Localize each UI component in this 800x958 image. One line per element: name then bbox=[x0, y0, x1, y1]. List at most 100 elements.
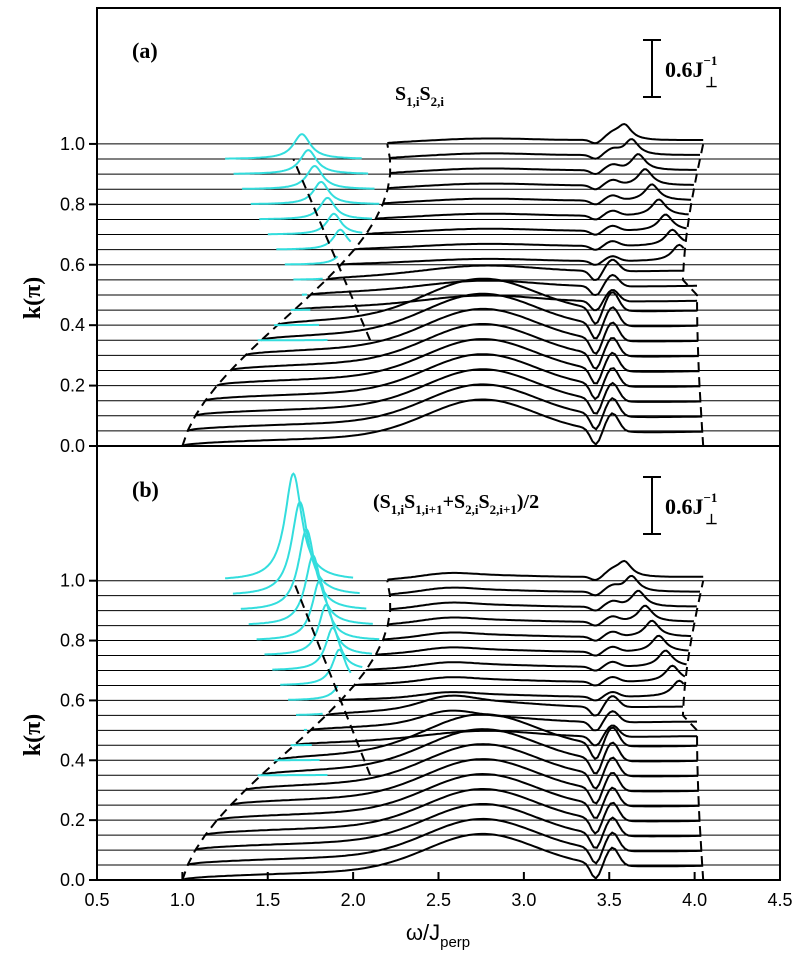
bound-state-curve bbox=[276, 228, 352, 251]
bound-state-curve bbox=[272, 626, 363, 671]
x-tick-label: 3.5 bbox=[597, 890, 622, 910]
continuum-curve bbox=[340, 243, 685, 266]
x-axis: 0.5 1.0 1.5 2.0 2.5 3.0 3.5 4.0 4.5 bbox=[84, 872, 793, 910]
continuum-curve bbox=[244, 307, 699, 357]
panel-a-label: (a) bbox=[132, 38, 158, 63]
continuum-curve bbox=[230, 758, 699, 807]
continuum-curve bbox=[389, 138, 700, 160]
panel-a-y-axis-title: k(π) bbox=[20, 277, 46, 319]
continuum-curve bbox=[354, 228, 686, 251]
continuum-curve bbox=[325, 694, 683, 717]
y-tick-label: 0.0 bbox=[60, 436, 85, 456]
y-tick-label: 0.6 bbox=[60, 255, 85, 275]
continuum-curve bbox=[182, 832, 704, 881]
upper-boundary bbox=[681, 143, 705, 447]
bound-state-curve bbox=[242, 164, 375, 190]
x-tick-label: 2.5 bbox=[426, 890, 451, 910]
bound-state-curve bbox=[240, 528, 367, 610]
bound-state-curve bbox=[280, 648, 352, 686]
y-tick-label: 0.4 bbox=[60, 315, 85, 335]
y-tick-label: 0.8 bbox=[60, 631, 85, 651]
continuum-curve bbox=[187, 817, 703, 866]
continuum-curve bbox=[187, 383, 703, 432]
x-tick-label: 4.0 bbox=[682, 890, 707, 910]
continuum-curve bbox=[293, 289, 698, 312]
continuum-curve bbox=[365, 213, 687, 236]
x-tick-label: 3.0 bbox=[511, 890, 536, 910]
upper-boundary bbox=[681, 580, 705, 881]
x-tick-label: 0.5 bbox=[84, 890, 109, 910]
bound-state-curve bbox=[256, 579, 380, 641]
bound-state-curve bbox=[259, 196, 373, 221]
panel-b-y-axis-title: k(π) bbox=[20, 714, 46, 756]
continuum-curve bbox=[340, 679, 685, 702]
panel-a-curves bbox=[181, 122, 705, 447]
panel-b-scale-bar: 0.6J−1 ⊥ bbox=[643, 476, 718, 535]
x-tick-label: 2.0 bbox=[341, 890, 366, 910]
bound-state-curve bbox=[288, 685, 339, 701]
continuum-curve bbox=[194, 803, 702, 852]
lower-boundary bbox=[181, 580, 392, 881]
bound-state-curve bbox=[293, 277, 323, 281]
panel-b-curves bbox=[181, 472, 705, 881]
continuum-curve bbox=[260, 728, 698, 777]
bound-state-dispersion bbox=[292, 580, 372, 776]
panel-a-operator: S1,iS2,i bbox=[395, 83, 444, 109]
continuum-curve bbox=[216, 338, 700, 387]
y-tick-label: 0.0 bbox=[60, 870, 85, 890]
continuum-curve bbox=[293, 724, 698, 747]
bound-state-curve bbox=[233, 149, 369, 175]
continuum-curve bbox=[277, 277, 698, 327]
continuum-curve bbox=[310, 273, 697, 297]
bound-state-curve bbox=[296, 712, 324, 716]
continuum-curve bbox=[354, 664, 686, 687]
continuum-curve bbox=[194, 368, 702, 417]
continuum-curve bbox=[310, 709, 697, 732]
bound-state-dispersion bbox=[292, 158, 372, 341]
panel-b-label: (b) bbox=[132, 477, 159, 502]
y-tick-label: 0.6 bbox=[60, 690, 85, 710]
bound-state-curve bbox=[225, 472, 354, 580]
x-tick-label: 4.5 bbox=[767, 890, 792, 910]
panel-a-y-ticks: 0.0 0.2 0.4 0.6 0.8 1.0 bbox=[60, 134, 97, 456]
panel-a: 0.00.20.40.60.81.0 (a) S1,iS2,i 0.6J−1 ⊥ … bbox=[20, 7, 781, 456]
continuum-curve bbox=[325, 258, 683, 281]
continuum-curve bbox=[204, 353, 701, 402]
panel-a-baselines bbox=[97, 143, 780, 447]
panel-b-operator: (S1,iS1,i+1+S2,iS2,i+1)/2 bbox=[373, 491, 539, 517]
panel-b-baselines bbox=[97, 580, 780, 881]
svg-text:0.6J−1⊥: 0.6J−1 ⊥ bbox=[665, 490, 718, 528]
y-tick-label: 0.4 bbox=[60, 750, 85, 770]
x-axis-title: ω/Jperp bbox=[406, 920, 470, 951]
continuum-curve bbox=[387, 168, 694, 191]
continuum-curve bbox=[382, 619, 692, 642]
continuum-curve bbox=[389, 153, 697, 176]
continuum-curve bbox=[387, 122, 704, 145]
continuum-curve bbox=[382, 183, 692, 206]
x-tick-label: 1.0 bbox=[170, 890, 195, 910]
continuum-curve bbox=[387, 604, 694, 627]
continuum-curve bbox=[182, 398, 704, 447]
bound-state-curve bbox=[232, 501, 360, 595]
y-tick-label: 0.2 bbox=[60, 376, 85, 396]
continuum-curve bbox=[375, 198, 689, 221]
bound-state-curve bbox=[225, 133, 362, 160]
continuum-curve bbox=[260, 292, 698, 342]
bound-state-curve bbox=[264, 603, 373, 656]
continuum-curve bbox=[387, 559, 704, 582]
lower-boundary bbox=[181, 143, 392, 447]
panel-b: 0.0 0.2 0.4 0.6 0.8 1.0 (b) (S1,iS1,i+1+S2,iS… bbox=[20, 445, 781, 890]
continuum-curve bbox=[216, 772, 700, 822]
y-tick-label: 0.2 bbox=[60, 810, 85, 830]
bound-state-curve bbox=[250, 180, 380, 205]
panel-a-scale-bar: 0.6J−1 ⊥ bbox=[643, 39, 718, 98]
bound-state-curve bbox=[248, 554, 373, 626]
y-tick-label: 1.0 bbox=[60, 571, 85, 591]
continuum-curve bbox=[389, 574, 700, 597]
continuum-curve bbox=[230, 323, 699, 372]
svg-text:0.6J−1⊥: 0.6J−1 ⊥ bbox=[665, 53, 718, 91]
y-tick-label: 0.8 bbox=[60, 194, 85, 214]
x-tick-label: 1.5 bbox=[255, 890, 280, 910]
continuum-curve bbox=[204, 788, 701, 837]
